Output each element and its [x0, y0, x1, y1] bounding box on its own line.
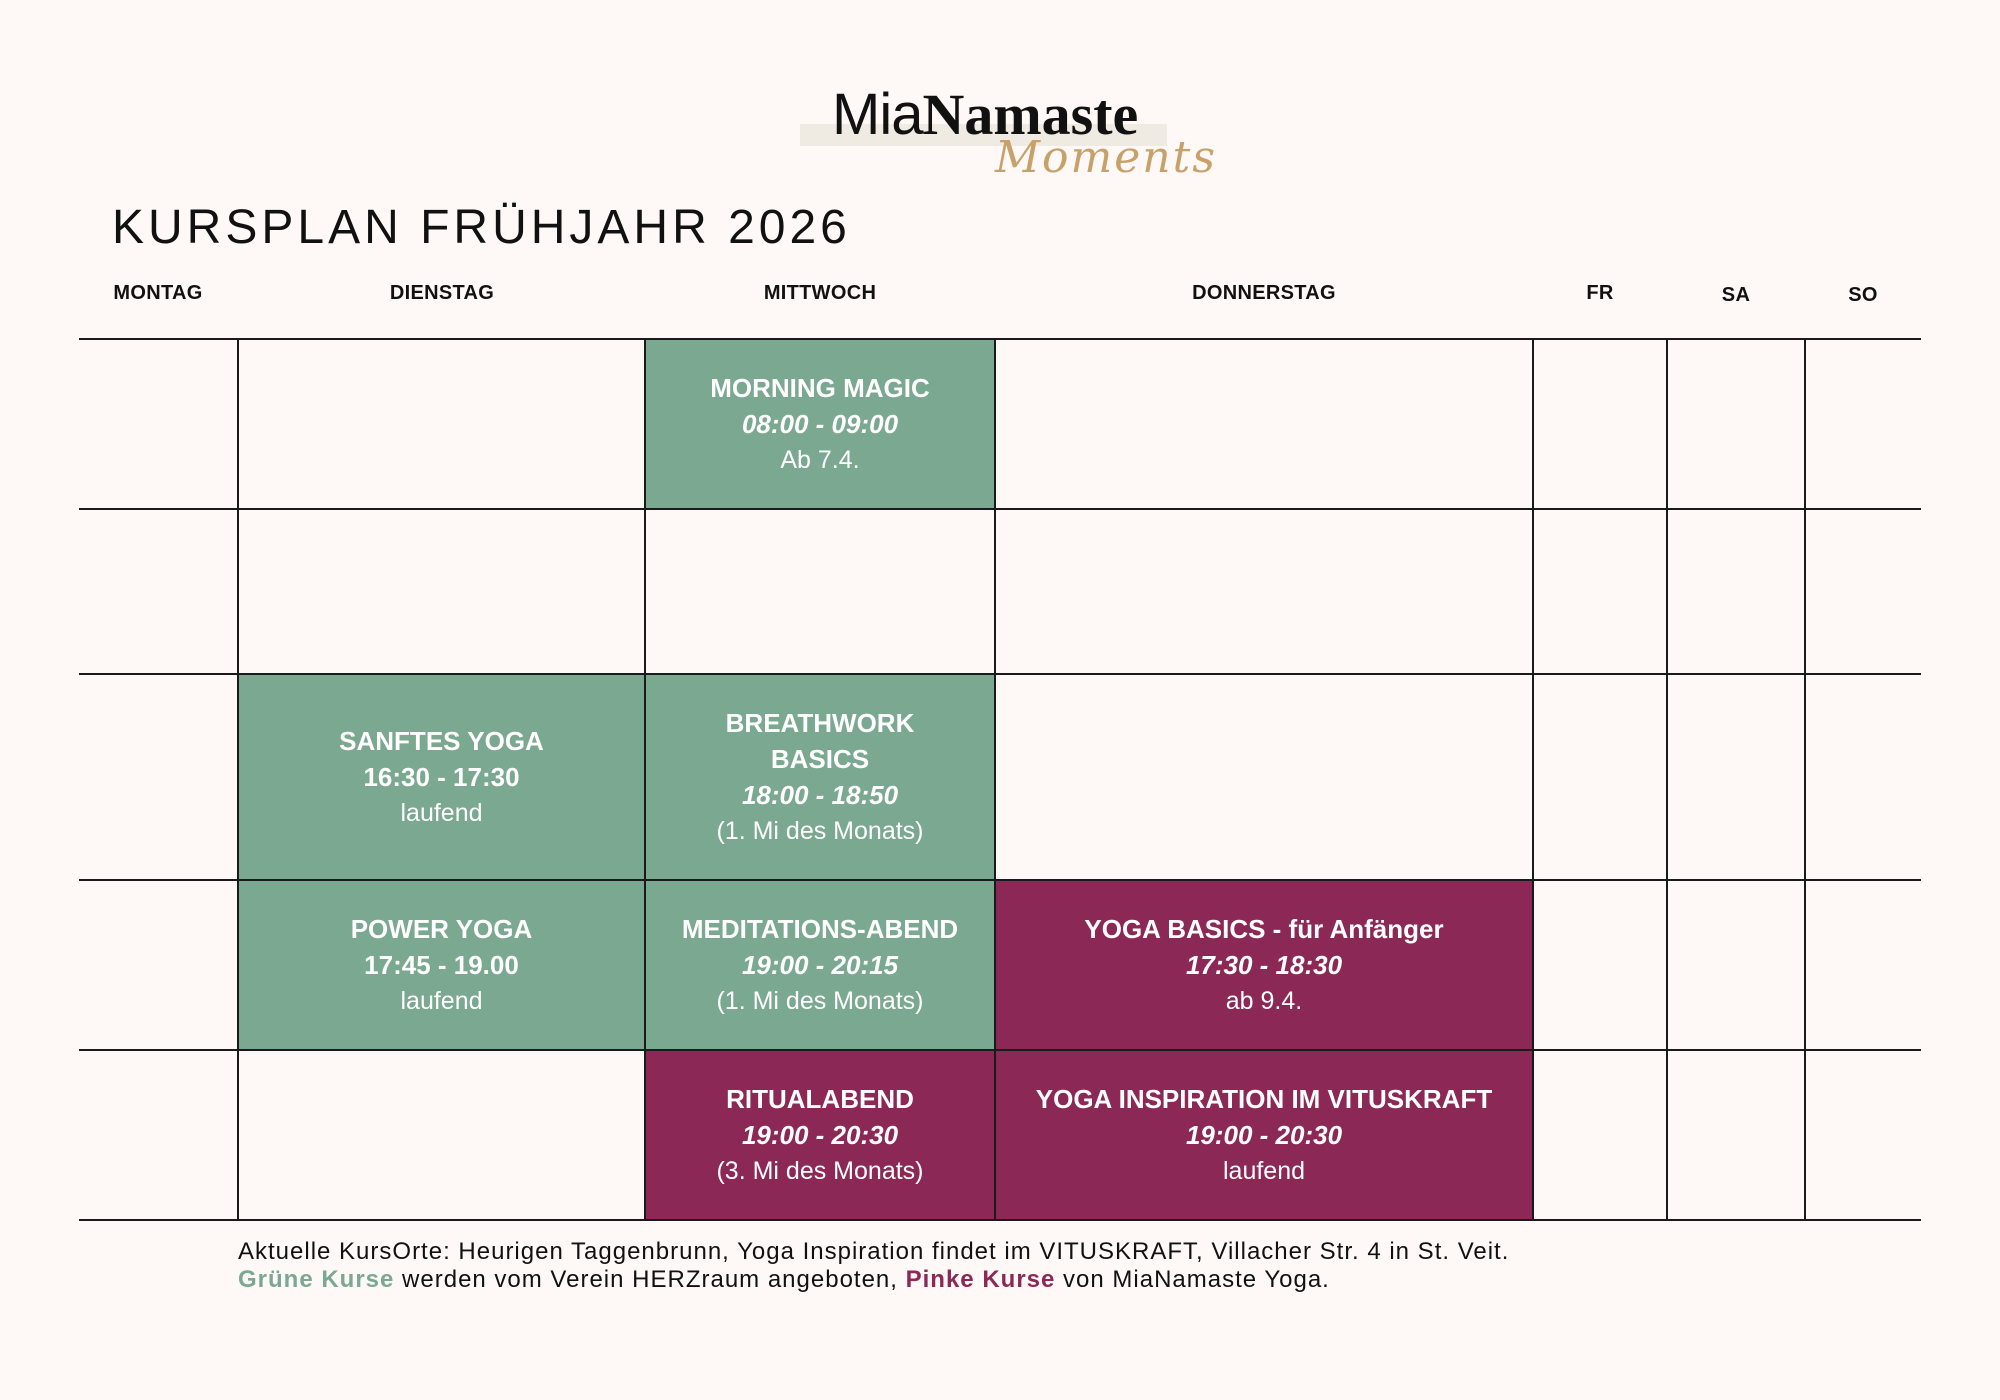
course-title: POWER YOGA — [350, 914, 533, 944]
column-divider — [1532, 339, 1534, 1220]
page-title: KURSPLAN FRÜHJAHR 2026 — [112, 201, 851, 254]
course-title: SANFTES YOGA — [339, 726, 544, 756]
course-note: Ab 7.4. — [780, 446, 860, 474]
footer-legend: Grüne Kurse werden vom Verein HERZraum a… — [238, 1266, 1509, 1294]
course-note: ab 9.4. — [1225, 987, 1303, 1015]
footer-locations: Aktuelle KursOrte: Heurigen Taggenbrunn,… — [238, 1238, 1510, 1265]
row-divider — [79, 1049, 1921, 1051]
course-time: 08:00 - 09:00 — [741, 409, 899, 439]
course-note: (1. Mi des Monats) — [716, 817, 924, 845]
course-time: 17:45 - 19.00 — [364, 950, 519, 980]
course-time: 19:00 - 20:15 — [741, 950, 899, 980]
course-title-line1: BREATHWORK — [725, 708, 915, 738]
day-header-freitag: FR — [1586, 282, 1614, 304]
logo-namaste: Namaste — [922, 82, 1139, 147]
day-header-montag: MONTAG — [113, 282, 203, 304]
legend-end-text: von MiaNamaste Yoga. — [1055, 1266, 1330, 1293]
column-divider — [237, 339, 239, 1220]
table-bottom-border — [79, 1219, 1921, 1221]
legend-middle-text: werden vom Verein HERZraum angeboten, — [394, 1266, 906, 1293]
course-morning-magic: MORNING MAGIC 08:00 - 09:00 Ab 7.4. — [645, 339, 995, 509]
course-yoga-inspiration: YOGA INSPIRATION IM VITUSKRAFT 19:00 - 2… — [995, 1050, 1533, 1220]
course-title: YOGA INSPIRATION IM VITUSKRAFT — [1035, 1084, 1493, 1114]
course-meditations-abend: MEDITATIONS-ABEND 19:00 - 20:15 (1. Mi d… — [645, 880, 995, 1050]
row-divider — [79, 879, 1921, 881]
course-yoga-basics: YOGA BASICS - für Anfänger 17:30 - 18:30… — [995, 880, 1533, 1050]
course-time: 16:30 - 17:30 — [363, 762, 520, 792]
course-time: 19:00 - 20:30 — [1185, 1120, 1343, 1150]
logo: MiaNamaste Moments — [800, 80, 1215, 200]
logo-underline-bar — [800, 124, 1167, 146]
table-top-border — [79, 338, 1921, 340]
day-header-dienstag: DIENSTAG — [389, 282, 495, 304]
course-breathwork-basics: BREATHWORK BASICS 18:00 - 18:50 (1. Mi d… — [645, 674, 995, 880]
course-sanftes-yoga: SANFTES YOGA 16:30 - 17:30 laufend — [238, 674, 645, 880]
row-divider — [79, 673, 1921, 675]
course-time: 19:00 - 20:30 — [741, 1120, 899, 1150]
course-ritualabend: RITUALABEND 19:00 - 20:30 (3. Mi des Mon… — [645, 1050, 995, 1220]
course-title-line2: BASICS — [770, 744, 870, 774]
column-divider — [1666, 339, 1668, 1220]
course-title: RITUALABEND — [726, 1084, 914, 1114]
day-header-mittwoch: MITTWOCH — [763, 282, 877, 304]
course-title: MEDITATIONS-ABEND — [681, 914, 959, 944]
footer-notes: Aktuelle KursOrte: Heurigen Taggenbrunn,… — [238, 1238, 1509, 1294]
logo-mia: Mia — [832, 82, 923, 147]
legend-green-courses: Grüne Kurse — [238, 1266, 395, 1293]
row-divider — [79, 508, 1921, 510]
column-divider — [994, 339, 996, 1220]
course-note: (3. Mi des Monats) — [716, 1157, 924, 1185]
logo-moments-script: Moments — [995, 132, 1217, 183]
column-divider — [644, 339, 646, 1220]
course-title: YOGA BASICS - für Anfänger — [1084, 914, 1444, 944]
course-title: MORNING MAGIC — [710, 373, 930, 403]
course-note: laufend — [400, 799, 483, 827]
logo-wordmark: MiaNamaste — [832, 80, 1138, 150]
course-note: laufend — [1222, 1157, 1306, 1185]
day-header-donnerstag: DONNERSTAG — [1192, 282, 1336, 304]
day-header-sonntag: SO — [1848, 284, 1878, 306]
day-header-samstag: SA — [1721, 284, 1751, 306]
course-note: laufend — [400, 987, 483, 1015]
course-time: 17:30 - 18:30 — [1185, 950, 1343, 980]
legend-pink-courses: Pinke Kurse — [905, 1266, 1056, 1293]
course-power-yoga: POWER YOGA 17:45 - 19.00 laufend — [238, 880, 645, 1050]
course-time: 18:00 - 18:50 — [741, 780, 899, 810]
column-divider — [1804, 339, 1806, 1220]
course-note: (1. Mi des Monats) — [716, 987, 924, 1015]
